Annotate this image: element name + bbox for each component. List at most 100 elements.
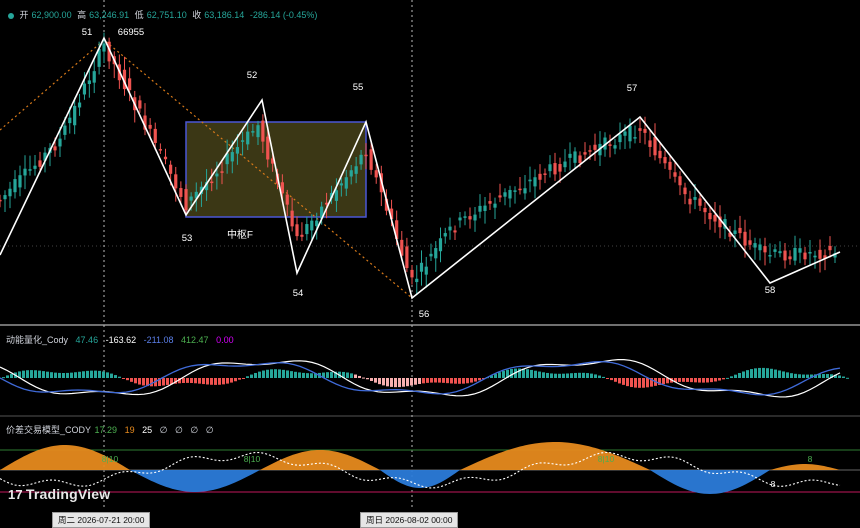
momentum-bar bbox=[686, 378, 689, 382]
momentum-bar bbox=[526, 369, 529, 378]
spread-fill bbox=[770, 464, 840, 470]
close-value: 63,186.14 bbox=[204, 10, 245, 20]
momentum-bar bbox=[286, 370, 289, 378]
indicator1-v3: -211.08 bbox=[143, 335, 174, 345]
candle-body bbox=[458, 217, 462, 221]
momentum-bar bbox=[422, 378, 425, 384]
momentum-bar bbox=[414, 378, 417, 385]
momentum-bar bbox=[366, 378, 369, 380]
momentum-bar bbox=[770, 368, 773, 378]
momentum-bar bbox=[626, 378, 629, 387]
momentum-bar bbox=[614, 378, 617, 382]
candle-body bbox=[143, 115, 147, 130]
indicator2-legend[interactable]: 价差交易模型_CODY 17.29 19 25 ∅ ∅ ∅ ∅ bbox=[6, 423, 219, 436]
momentum-bar bbox=[830, 374, 833, 378]
candle-body bbox=[503, 192, 507, 197]
momentum-bar bbox=[586, 373, 589, 378]
candle-body bbox=[513, 190, 517, 192]
candle-body bbox=[748, 240, 752, 245]
open-label: 开 bbox=[19, 10, 29, 20]
candle-body bbox=[184, 189, 188, 211]
momentum-bar bbox=[566, 373, 569, 378]
momentum-bar bbox=[178, 378, 181, 384]
candle-body bbox=[683, 187, 687, 195]
candle-body bbox=[261, 120, 265, 142]
momentum-bar bbox=[102, 371, 105, 378]
candle-body bbox=[558, 164, 562, 172]
momentum-bar bbox=[118, 376, 121, 378]
candle-body bbox=[473, 214, 477, 221]
candle-body bbox=[122, 69, 127, 90]
momentum-bar bbox=[702, 378, 705, 383]
momentum-bar bbox=[482, 378, 485, 379]
momentum-bar bbox=[822, 374, 825, 378]
candle-body bbox=[803, 252, 807, 260]
momentum-bar bbox=[226, 378, 229, 384]
momentum-bar bbox=[86, 370, 89, 378]
candle-body bbox=[204, 182, 209, 191]
indicator2-v7: ∅ bbox=[205, 425, 214, 435]
candle-body bbox=[508, 189, 512, 199]
pivot-label-55: 55 bbox=[353, 82, 364, 93]
momentum-bar bbox=[22, 370, 25, 378]
candle-body bbox=[833, 253, 837, 258]
spread-mark-2: 8|10 bbox=[598, 454, 615, 464]
candle-body bbox=[733, 230, 737, 235]
momentum-bar bbox=[466, 378, 469, 384]
momentum-bar bbox=[582, 372, 585, 378]
candle-body bbox=[434, 248, 438, 259]
momentum-bar bbox=[158, 378, 161, 387]
candle-body bbox=[773, 249, 777, 252]
momentum-bar bbox=[470, 378, 473, 383]
momentum-slow-line bbox=[0, 360, 841, 396]
momentum-bar bbox=[362, 377, 365, 379]
candle-body bbox=[453, 230, 457, 233]
momentum-bar bbox=[710, 378, 713, 383]
candle-body bbox=[493, 203, 497, 208]
momentum-bar bbox=[634, 378, 637, 388]
momentum-bar bbox=[186, 378, 189, 383]
momentum-bar bbox=[150, 378, 153, 387]
momentum-bar bbox=[38, 370, 41, 378]
momentum-bar bbox=[442, 378, 445, 383]
momentum-bar bbox=[846, 377, 849, 379]
momentum-bar bbox=[806, 374, 809, 378]
candle-body bbox=[613, 145, 617, 149]
momentum-bar bbox=[350, 373, 353, 378]
pivot-label-54: 54 bbox=[293, 288, 304, 299]
indicator2-v6: ∅ bbox=[190, 425, 199, 435]
momentum-bar bbox=[558, 373, 561, 378]
momentum-bar bbox=[302, 372, 305, 378]
momentum-bar bbox=[182, 378, 185, 384]
indicator1-v2: -163.62 bbox=[105, 335, 137, 345]
momentum-bar bbox=[334, 371, 337, 378]
candle-body bbox=[703, 207, 707, 213]
pivot-label-51: 51 bbox=[82, 27, 93, 38]
momentum-bar bbox=[782, 371, 785, 378]
high-label: 高 bbox=[77, 10, 87, 20]
momentum-bar bbox=[98, 370, 101, 378]
candle-body bbox=[678, 176, 682, 186]
momentum-bar bbox=[162, 378, 165, 386]
candle-body bbox=[768, 255, 772, 257]
candle-body bbox=[823, 255, 827, 259]
momentum-bar bbox=[574, 372, 577, 378]
momentum-bar bbox=[742, 371, 745, 378]
candle-body bbox=[339, 183, 343, 186]
ohlc-header: 开 62,900.00 高 63,246.91 低 62,751.10 收 63,186… bbox=[8, 8, 320, 21]
indicator1-legend[interactable]: 动能量化_Cody 47.46 -163.62 -211.08 412.47 0… bbox=[6, 333, 239, 346]
indicator1-v4: 412.47 bbox=[181, 335, 209, 345]
change-value: -286.14 (-0.45%) bbox=[249, 10, 318, 20]
candle-body bbox=[235, 147, 240, 154]
momentum-bar bbox=[106, 372, 109, 378]
momentum-bar bbox=[78, 371, 81, 378]
momentum-bar bbox=[278, 369, 281, 378]
candle-body bbox=[256, 125, 260, 138]
candle-body bbox=[43, 152, 47, 161]
momentum-bar bbox=[794, 373, 797, 378]
candle-body bbox=[344, 177, 348, 189]
candle-body bbox=[295, 224, 299, 237]
candle-body bbox=[788, 256, 792, 260]
candle-body bbox=[395, 220, 399, 239]
momentum-bar bbox=[114, 375, 117, 378]
